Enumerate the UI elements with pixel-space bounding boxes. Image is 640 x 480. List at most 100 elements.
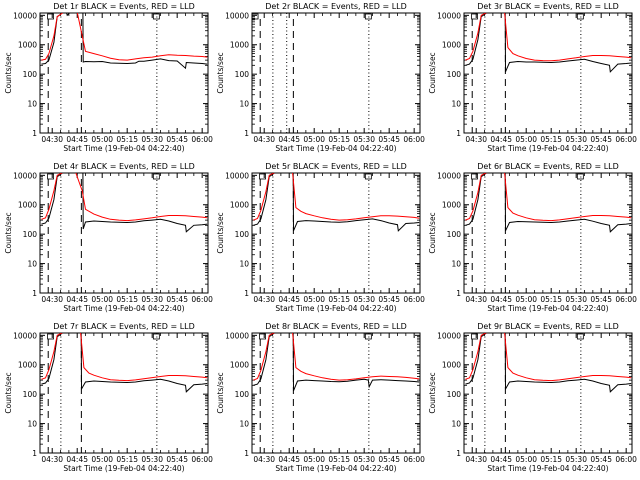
y-tick-label: 1 (456, 449, 461, 458)
x-axis-title: Start Time (19-Feb-04 04:22:40) (275, 144, 396, 153)
y-axis-title: Counts/sec (4, 212, 13, 253)
x-tick-label: 06:00 (191, 295, 213, 304)
x-tick-label: 04:45 (278, 135, 300, 144)
y-axis-title: Counts/sec (216, 52, 225, 93)
box-marker (259, 173, 266, 180)
y-tick-label: 100 (23, 70, 38, 79)
x-tick-label: 05:45 (378, 135, 400, 144)
box-marker (364, 173, 372, 180)
y-tick-label: 10 (239, 420, 249, 429)
x-tick-label: 04:45 (490, 455, 512, 464)
x-tick-label: 05:30 (353, 295, 375, 304)
plot-area (465, 13, 632, 133)
chart-panel-7: Det 7r BLACK = Events, RED = LLD 1 10 100 10… (4, 322, 213, 473)
y-tick-label: 1 (32, 129, 37, 138)
chart-panel-3: Det 3r BLACK = Events, RED = LLD 1 10 100 10… (428, 2, 637, 153)
y-tick-label: 10000 (225, 331, 249, 340)
panel-title: Det 6r BLACK = Events, RED = LLD (477, 162, 619, 171)
plot-area (253, 173, 420, 293)
y-tick-label: 10 (451, 100, 461, 109)
x-axis-title: Start Time (19-Feb-04 04:22:40) (275, 304, 396, 313)
x-tick-label: 04:45 (490, 295, 512, 304)
x-tick-label: 04:45 (278, 455, 300, 464)
y-tick-label: 10000 (225, 171, 249, 180)
x-tick-label: 05:45 (166, 135, 188, 144)
y-tick-label: 10 (239, 260, 249, 269)
plot-area (465, 333, 632, 453)
chart-panel-4: Det 4r BLACK = Events, RED = LLD 1 10 100 10… (4, 162, 213, 313)
y-tick-label: 1000 (230, 41, 249, 50)
panel-title: Det 9r BLACK = Events, RED = LLD (477, 322, 619, 331)
x-tick-label: 05:45 (590, 295, 612, 304)
y-axis-title: Counts/sec (216, 372, 225, 413)
x-tick-label: 06:00 (191, 135, 213, 144)
y-tick-label: 1 (32, 449, 37, 458)
box-marker (471, 13, 478, 20)
y-tick-label: 1 (244, 449, 249, 458)
x-tick-label: 05:15 (540, 455, 562, 464)
axes-frame (251, 332, 421, 454)
panel-title: Det 4r BLACK = Events, RED = LLD (53, 162, 195, 171)
events-series-line (253, 333, 420, 391)
x-tick-label: 05:30 (565, 455, 587, 464)
x-axis-title: Start Time (19-Feb-04 04:22:40) (487, 144, 608, 153)
y-tick-label: 1000 (18, 41, 37, 50)
x-tick-label: 04:30 (253, 295, 275, 304)
chart-panel-1: Det 1r BLACK = Events, RED = LLD 1 10 100 10… (4, 2, 213, 153)
y-tick-label: 10000 (437, 331, 461, 340)
x-tick-label: 05:15 (116, 455, 138, 464)
box-marker (259, 333, 266, 340)
x-tick-label: 04:30 (253, 455, 275, 464)
y-tick-label: 1 (32, 289, 37, 298)
lld-series-line (41, 173, 208, 222)
chart-panel-2: Det 2r BLACK = Events, RED = LLD 1 10 100 10… (216, 2, 425, 153)
x-tick-label: 05:30 (141, 295, 163, 304)
box-marker (364, 333, 372, 340)
lld-series-line (41, 13, 208, 61)
box-marker (471, 333, 478, 340)
x-tick-label: 04:45 (490, 135, 512, 144)
lld-series-line (253, 173, 420, 221)
events-series-line (465, 333, 632, 393)
axes-frame (251, 12, 421, 134)
x-tick-label: 04:30 (465, 295, 487, 304)
box-marker (576, 173, 584, 180)
x-tick-label: 05:30 (353, 455, 375, 464)
y-tick-label: 10 (27, 100, 37, 109)
panel-title: Det 5r BLACK = Events, RED = LLD (265, 162, 407, 171)
y-tick-label: 10 (451, 260, 461, 269)
x-tick-label: 04:45 (66, 295, 88, 304)
x-tick-label: 04:30 (41, 135, 63, 144)
lld-series-line (253, 333, 420, 381)
events-series-line (465, 13, 632, 73)
lld-series-line (465, 13, 632, 62)
box-marker (152, 13, 160, 20)
box-marker (252, 13, 259, 20)
y-tick-label: 10000 (437, 11, 461, 20)
x-tick-label: 04:30 (253, 135, 275, 144)
x-tick-label: 05:45 (378, 455, 400, 464)
y-tick-label: 1 (244, 129, 249, 138)
y-tick-label: 10 (27, 420, 37, 429)
x-tick-label: 06:00 (191, 455, 213, 464)
x-tick-label: 04:30 (41, 295, 63, 304)
box-marker (47, 333, 54, 340)
axes-frame (251, 172, 421, 294)
x-tick-label: 05:45 (166, 295, 188, 304)
y-tick-label: 1000 (18, 201, 37, 210)
y-tick-label: 10 (239, 100, 249, 109)
x-axis-title: Start Time (19-Feb-04 04:22:40) (63, 464, 184, 473)
y-tick-label: 1 (244, 289, 249, 298)
x-tick-label: 04:45 (66, 135, 88, 144)
plot-area (253, 333, 420, 453)
axes-frame (463, 12, 633, 134)
y-tick-label: 100 (447, 230, 462, 239)
lld-series-line (465, 173, 632, 222)
panel-title: Det 2r BLACK = Events, RED = LLD (265, 2, 407, 11)
y-tick-label: 1000 (18, 361, 37, 370)
y-tick-label: 100 (447, 70, 462, 79)
x-tick-label: 05:45 (166, 455, 188, 464)
y-tick-label: 1 (456, 129, 461, 138)
panel-title: Det 1r BLACK = Events, RED = LLD (53, 2, 195, 11)
x-tick-label: 05:15 (540, 295, 562, 304)
